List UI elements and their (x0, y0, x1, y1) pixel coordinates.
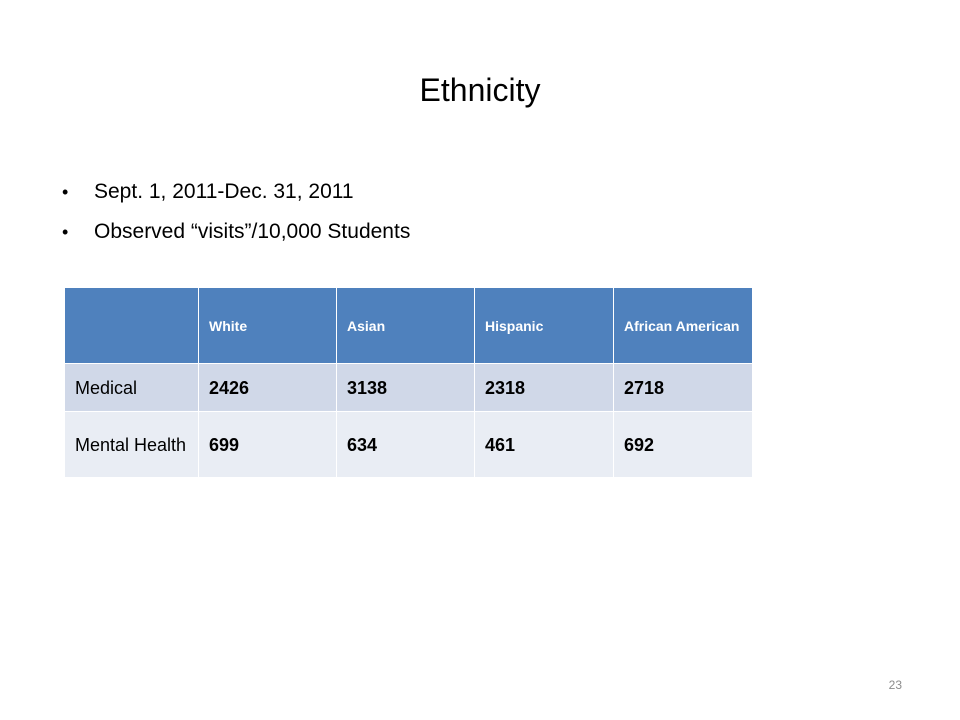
row-label: Medical (64, 363, 199, 412)
table-header-row: White Asian Hispanic African American (64, 287, 753, 364)
header-cell-asian: Asian (336, 287, 475, 364)
page-number: 23 (888, 678, 902, 692)
table-cell: 2318 (474, 363, 614, 412)
table-cell: 461 (474, 411, 614, 478)
table-cell: 692 (613, 411, 753, 478)
slide-title: Ethnicity (419, 72, 541, 108)
bullet-dot-icon: • (62, 182, 69, 202)
bullet-item: • Sept. 1, 2011-Dec. 31, 2011 (62, 172, 410, 212)
bullet-text: Sept. 1, 2011-Dec. 31, 2011 (94, 180, 354, 203)
table-row: Medical 2426 3138 2318 2718 (64, 363, 753, 412)
table-cell: 2718 (613, 363, 753, 412)
row-label: Mental Health (64, 411, 199, 478)
bullet-item: • Observed “visits”/10,000 Students (62, 212, 410, 252)
bullet-list: • Sept. 1, 2011-Dec. 31, 2011 • Observed… (62, 172, 410, 252)
table-cell: 634 (336, 411, 475, 478)
table-cell: 2426 (198, 363, 337, 412)
header-cell-african-american: African American (613, 287, 753, 364)
header-cell-white: White (198, 287, 337, 364)
table-cell: 699 (198, 411, 337, 478)
bullet-dot-icon: • (62, 222, 69, 242)
ethnicity-table: White Asian Hispanic African American Me… (64, 287, 753, 478)
header-cell-hispanic: Hispanic (474, 287, 614, 364)
table-row: Mental Health 699 634 461 692 (64, 411, 753, 478)
table-cell: 3138 (336, 363, 475, 412)
header-cell-empty (64, 287, 199, 364)
bullet-text: Observed “visits”/10,000 Students (94, 220, 411, 243)
